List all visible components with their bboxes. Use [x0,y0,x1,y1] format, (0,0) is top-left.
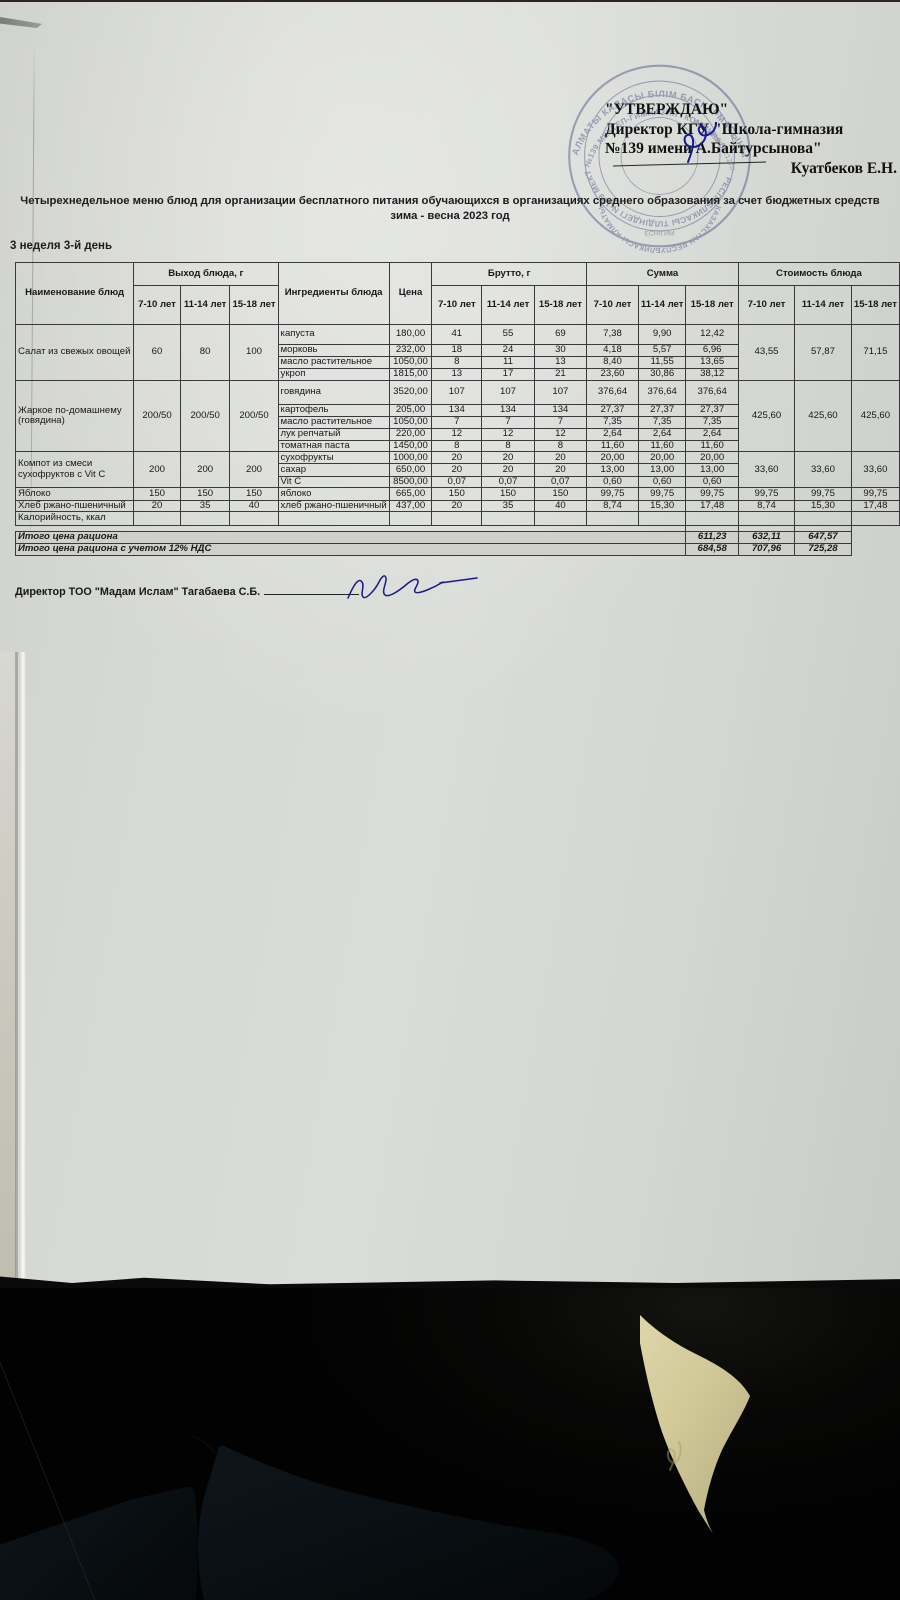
svg-text:ЕСНІГИМ: ЕСНІГИМ [644,231,675,238]
